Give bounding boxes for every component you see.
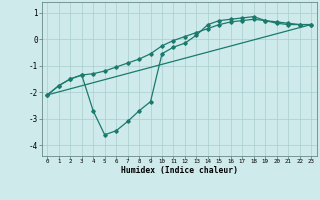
X-axis label: Humidex (Indice chaleur): Humidex (Indice chaleur) [121, 166, 238, 175]
